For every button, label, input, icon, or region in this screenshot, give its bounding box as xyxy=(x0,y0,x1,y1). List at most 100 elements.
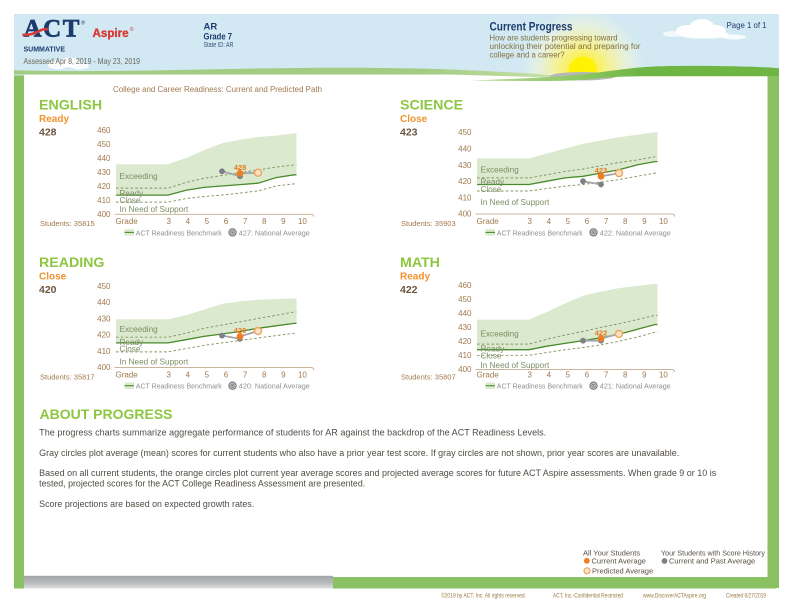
svg-text:9: 9 xyxy=(642,217,647,226)
svg-text:Exceeding: Exceeding xyxy=(120,325,159,334)
svg-text:©2019 by ACT, Inc. All rights: ©2019 by ACT, Inc. All rights reserved. xyxy=(441,593,526,600)
svg-text:Assessed Apr 8, 2019 - May 23,: Assessed Apr 8, 2019 - May 23, 2019 xyxy=(24,57,141,66)
svg-text:422: 422 xyxy=(400,284,418,296)
svg-text:ACT Readiness Benchmark: ACT Readiness Benchmark xyxy=(136,228,222,237)
svg-text:SUMMATIVE: SUMMATIVE xyxy=(24,45,66,54)
svg-text:Grade 7: Grade 7 xyxy=(204,32,233,42)
svg-text:Students: 35903: Students: 35903 xyxy=(401,219,456,228)
svg-text:All Your Students: All Your Students xyxy=(583,548,640,557)
svg-text:Ready: Ready xyxy=(39,114,69,125)
svg-text:Grade: Grade xyxy=(477,217,500,226)
svg-text:3: 3 xyxy=(166,370,171,379)
svg-text:ENGLISH: ENGLISH xyxy=(39,97,102,113)
svg-text:400: 400 xyxy=(458,210,472,219)
svg-text:428: 428 xyxy=(234,163,247,172)
svg-text:428: 428 xyxy=(39,127,57,139)
svg-text:State ID: AR: State ID: AR xyxy=(204,40,234,49)
svg-text:10: 10 xyxy=(298,217,307,226)
svg-text:In Need of Support: In Need of Support xyxy=(120,358,189,367)
svg-text:ABOUT PROGRESS: ABOUT PROGRESS xyxy=(40,406,173,422)
svg-text:6: 6 xyxy=(585,370,590,379)
svg-text:In Need of Support: In Need of Support xyxy=(481,198,550,207)
svg-text:Close: Close xyxy=(481,351,502,360)
svg-text:430: 430 xyxy=(458,323,472,332)
svg-text:400: 400 xyxy=(97,363,111,372)
svg-text:420: 420 xyxy=(97,331,111,340)
svg-text:430: 430 xyxy=(458,161,472,170)
svg-text:410: 410 xyxy=(458,193,472,202)
svg-text:422: 422 xyxy=(595,328,608,337)
svg-text:9: 9 xyxy=(281,370,286,379)
svg-text:5: 5 xyxy=(566,217,571,226)
svg-text:Your Students with Score Histo: Your Students with Score History xyxy=(661,548,765,557)
svg-text:4: 4 xyxy=(186,217,191,226)
svg-text:Students: 35807: Students: 35807 xyxy=(401,373,456,382)
svg-text:Ready: Ready xyxy=(120,189,145,198)
svg-text:ACT: ACT xyxy=(24,15,82,42)
svg-text:8: 8 xyxy=(262,370,267,379)
svg-text:420: 420 xyxy=(458,337,472,346)
svg-text:Exceeding: Exceeding xyxy=(481,330,520,339)
svg-text:9: 9 xyxy=(281,217,286,226)
svg-text:430: 430 xyxy=(97,314,111,323)
svg-text:Close: Close xyxy=(400,114,428,125)
svg-text:Ready: Ready xyxy=(400,272,430,283)
svg-text:450: 450 xyxy=(97,140,111,149)
svg-text:440: 440 xyxy=(97,298,111,307)
svg-text:Current Average: Current Average xyxy=(592,557,646,566)
svg-text:8: 8 xyxy=(623,370,628,379)
svg-text:In Need of Support: In Need of Support xyxy=(481,361,550,370)
svg-text:3: 3 xyxy=(527,217,532,226)
svg-text:ACT Readiness Benchmark: ACT Readiness Benchmark xyxy=(497,382,583,391)
svg-text:440: 440 xyxy=(458,309,472,318)
svg-text:www.DiscoverACTAspire.org: www.DiscoverACTAspire.org xyxy=(642,593,706,600)
svg-text:10: 10 xyxy=(659,370,668,379)
svg-text:Aspire: Aspire xyxy=(93,27,130,40)
svg-text:427: National Average: 427: National Average xyxy=(239,228,310,237)
svg-text:Exceeding: Exceeding xyxy=(481,165,520,174)
svg-text:Close: Close xyxy=(120,344,141,353)
svg-text:Grade: Grade xyxy=(116,217,139,226)
svg-text:9: 9 xyxy=(642,370,647,379)
svg-text:®: ® xyxy=(130,26,134,33)
svg-text:AR: AR xyxy=(204,22,218,33)
svg-text:423: 423 xyxy=(400,127,418,139)
svg-text:4: 4 xyxy=(547,217,552,226)
svg-text:®: ® xyxy=(81,20,85,27)
svg-text:In Need of Support: In Need of Support xyxy=(120,205,189,214)
svg-text:Close: Close xyxy=(120,196,141,205)
svg-text:Grade: Grade xyxy=(477,370,500,379)
svg-text:7: 7 xyxy=(243,370,248,379)
svg-text:450: 450 xyxy=(458,295,472,304)
svg-text:College and Career Readiness:: College and Career Readiness: Current an… xyxy=(113,85,322,94)
svg-text:Score projections are based on: Score projections are based on expected … xyxy=(39,499,254,509)
svg-text:6: 6 xyxy=(224,370,229,379)
svg-text:440: 440 xyxy=(458,145,472,154)
svg-text:unlocking their potential and: unlocking their potential and preparing … xyxy=(490,42,641,51)
svg-text:450: 450 xyxy=(97,282,111,291)
svg-text:410: 410 xyxy=(97,196,111,205)
svg-text:4: 4 xyxy=(186,370,191,379)
svg-text:3: 3 xyxy=(166,217,171,226)
svg-text:8: 8 xyxy=(623,217,628,226)
svg-text:3: 3 xyxy=(527,370,532,379)
svg-text:5: 5 xyxy=(205,370,210,379)
svg-text:Grade: Grade xyxy=(116,370,139,379)
svg-text:Ready: Ready xyxy=(481,177,506,186)
svg-text:Students: 35815: Students: 35815 xyxy=(40,219,95,228)
svg-text:450: 450 xyxy=(458,128,472,137)
svg-text:Close: Close xyxy=(39,272,67,283)
svg-text:420: 420 xyxy=(234,326,247,335)
svg-text:MATH: MATH xyxy=(400,255,440,271)
svg-text:Current and Past Average: Current and Past Average xyxy=(669,557,755,566)
svg-text:Based on all current students,: Based on all current students, the orang… xyxy=(39,468,717,478)
svg-text:7: 7 xyxy=(243,217,248,226)
svg-text:420: 420 xyxy=(97,182,111,191)
svg-text:400: 400 xyxy=(458,365,472,374)
svg-text:10: 10 xyxy=(659,217,668,226)
svg-text:4: 4 xyxy=(547,370,552,379)
svg-text:Students: 35817: Students: 35817 xyxy=(40,373,95,382)
svg-text:460: 460 xyxy=(458,281,472,290)
svg-text:410: 410 xyxy=(97,347,111,356)
svg-text:Ready: Ready xyxy=(481,344,506,353)
